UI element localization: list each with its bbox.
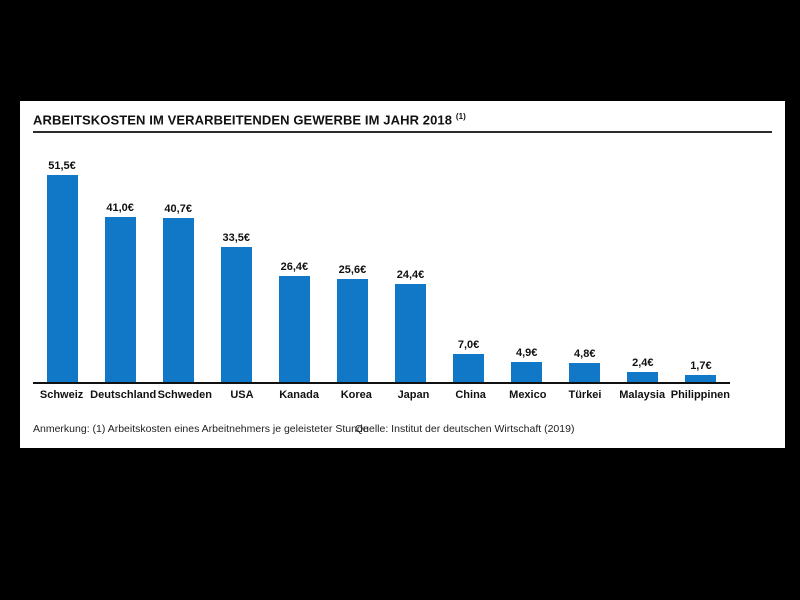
bar-slot: 4,9€	[498, 347, 556, 383]
bar-slot: 25,6€	[323, 264, 381, 383]
bar-category-label: Schweden	[157, 389, 212, 402]
bar-slot: 1,7€	[672, 360, 730, 383]
bar-slot: 33,5€	[207, 232, 265, 383]
bar-category-label: Malaysia	[619, 389, 666, 402]
bar-value-label: 4,9€	[515, 347, 538, 360]
bar-category-label: China	[455, 389, 486, 402]
bar-slot: 41,0€	[91, 202, 149, 383]
bar	[453, 354, 485, 383]
bar-value-label: 4,8€	[574, 348, 596, 361]
bar-category-label: Schweiz	[39, 389, 84, 402]
bar-value-label: 2,4€	[632, 357, 654, 370]
bar-value-label: 26,4€	[280, 261, 309, 274]
chart-footer: Anmerkung: (1) Arbeitskosten eines Arbei…	[33, 423, 772, 439]
bar	[46, 175, 78, 383]
title-divider	[33, 131, 772, 134]
x-axis-labels: Schweiz Deutschland Schweden USA Kanada Korea…	[33, 384, 730, 401]
bar	[104, 217, 136, 383]
bar	[685, 375, 717, 383]
bar-category-label: Mexico	[509, 389, 547, 402]
bar-value-label: 40,7€	[164, 203, 192, 216]
bar-chart: 51,5€ 41,0€ 40,7€ 33,5€ 26,4€ 25,6€ 24,4€ 7,0€ 4…	[33, 133, 730, 401]
chart-title: ARBEITSKOSTEN IM VERARBEITENDEN GEWERBE …	[33, 109, 772, 128]
bar-slot: 24,4€	[381, 269, 439, 383]
bar-slot: 40,7€	[149, 203, 207, 383]
bar	[162, 218, 194, 383]
bar-slot: 7,0€	[440, 339, 498, 383]
bar-value-label: 24,4€	[396, 269, 425, 282]
bar-slot: 26,4€	[265, 261, 323, 383]
bar-category-label: Japan	[397, 389, 430, 402]
bar-chart-plot-area: 51,5€ 41,0€ 40,7€ 33,5€ 26,4€ 25,6€ 24,4€ 7,0€ 4…	[33, 133, 730, 385]
bar-slot: 2,4€	[614, 357, 672, 383]
chart-title-footnote-marker: (1)	[455, 112, 466, 121]
bar	[627, 372, 659, 383]
bar-category-label: Kanada	[279, 389, 319, 402]
bar	[395, 284, 426, 383]
bar	[220, 247, 252, 383]
bar-value-label: 33,5€	[222, 232, 251, 245]
bar	[511, 362, 543, 383]
bar-value-label: 1,7€	[690, 360, 712, 373]
bar-category-label: USA	[230, 389, 254, 402]
chart-source: Quelle: Institut der deutschen Wirtschaf…	[355, 423, 575, 436]
bar	[336, 279, 368, 383]
bar-value-label: 25,6€	[338, 264, 367, 277]
bar-category-label: Korea	[340, 389, 372, 402]
bar	[278, 276, 310, 383]
bar-value-label: 41,0€	[106, 202, 134, 215]
bar-category-label: Philippinen	[670, 389, 731, 402]
bar-category-label: Türkei	[568, 389, 602, 402]
bar-slot: 4,8€	[556, 348, 614, 383]
infographic-card: ARBEITSKOSTEN IM VERARBEITENDEN GEWERBE …	[20, 101, 785, 448]
bar-slot: 51,5€	[33, 160, 91, 383]
bar-category-label: Deutschland	[90, 389, 157, 402]
chart-title-text: ARBEITSKOSTEN IM VERARBEITENDEN GEWERBE …	[33, 112, 453, 128]
bar-value-label: 7,0€	[457, 339, 480, 352]
chart-note: Anmerkung: (1) Arbeitskosten eines Arbei…	[33, 423, 369, 436]
bar-value-label: 51,5€	[48, 160, 76, 173]
bar	[569, 363, 601, 383]
